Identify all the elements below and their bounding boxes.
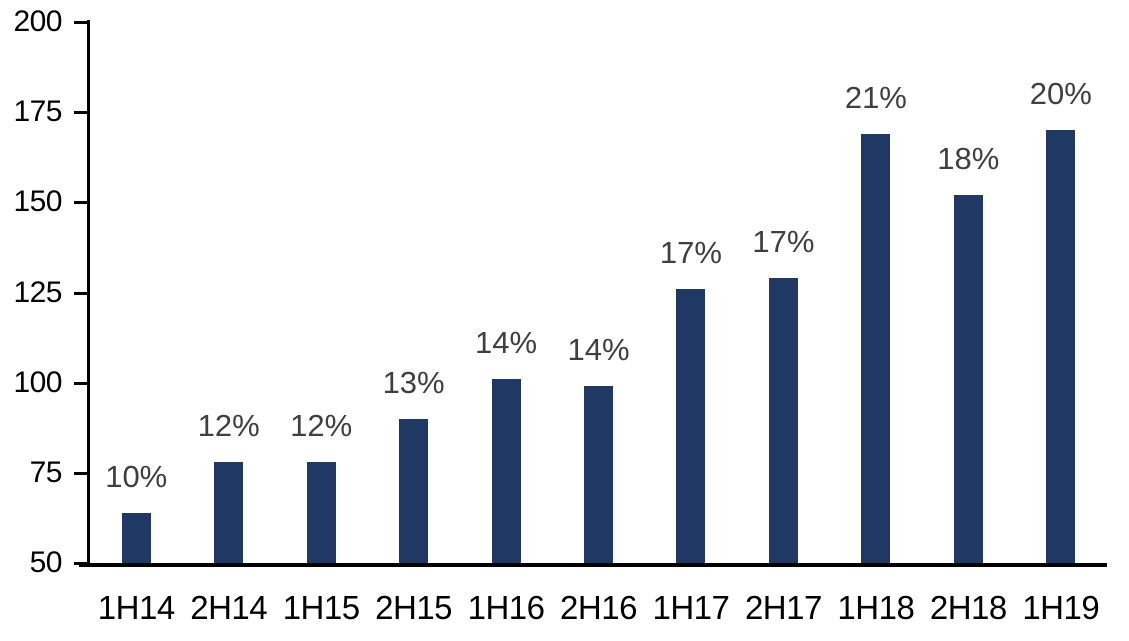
bar-data-label-1H16: 14% <box>475 325 538 361</box>
x-label-2H15: 2H15 <box>375 589 453 626</box>
y-tick-label-50: 50 <box>29 546 63 579</box>
x-label-1H18: 1H18 <box>837 589 915 626</box>
bar-2H14 <box>214 462 244 563</box>
x-label-2H17: 2H17 <box>744 589 822 626</box>
x-label-2H18: 2H18 <box>929 589 1007 626</box>
bar-data-label-2H17: 17% <box>752 224 815 260</box>
bar-1H18 <box>861 133 891 563</box>
bar-data-label-1H17: 17% <box>659 234 722 270</box>
bar-1H19 <box>1046 130 1076 563</box>
bar-cell-1H14: 10% <box>90 22 182 563</box>
x-axis-labels: 1H14 2H14 1H15 2H15 1H16 2H16 1H17 2H17 1H18 2H18… <box>90 590 1107 626</box>
bar-cell-1H15: 12% <box>275 22 367 563</box>
bar-1H17 <box>676 288 706 563</box>
bar-data-label-1H18: 21% <box>844 79 907 115</box>
y-tick-label-150: 150 <box>13 185 62 219</box>
bar-cell-2H14: 12% <box>182 22 274 563</box>
bar-2H17 <box>768 278 798 563</box>
bar-2H16 <box>583 386 613 563</box>
bar-cell-1H17: 17% <box>645 22 737 563</box>
y-tick-label-75: 75 <box>29 455 63 489</box>
y-tick-mark-200 <box>74 21 87 24</box>
x-label-2H14: 2H14 <box>190 589 268 626</box>
x-label-2H16: 2H16 <box>560 589 637 626</box>
y-tick-label-100: 100 <box>13 365 62 399</box>
bar-cell-1H18: 21% <box>830 22 922 563</box>
bar-data-label-2H16: 14% <box>567 332 630 368</box>
x-label-1H16: 1H16 <box>467 589 545 626</box>
x-label-1H15: 1H15 <box>282 589 360 626</box>
x-label-1H14: 1H14 <box>97 589 175 626</box>
bar-data-label-2H15: 13% <box>382 364 445 400</box>
y-tick-mark-150 <box>74 201 87 205</box>
bar-data-label-1H15: 12% <box>290 408 353 444</box>
bar-cell-2H17: 17% <box>737 22 829 563</box>
bar-1H15 <box>306 462 336 563</box>
bar-data-label-2H14: 12% <box>197 408 260 444</box>
y-tick-label-200: 200 <box>13 5 62 38</box>
bar-2H15 <box>399 418 429 563</box>
plot-area: 10% 12% 12% 13% 14% 14% 17% 17% 21% 18% 20% <box>90 22 1107 563</box>
bar-cell-2H15: 13% <box>367 22 459 563</box>
y-tick-label-175: 175 <box>13 95 62 129</box>
x-label-1H17: 1H17 <box>652 589 730 626</box>
bar-cell-1H16: 14% <box>460 22 552 563</box>
y-tick-mark-75 <box>74 471 87 475</box>
bar-cell-2H18: 18% <box>922 22 1014 563</box>
y-tick-label-125: 125 <box>13 275 62 309</box>
bar-data-label-1H14: 10% <box>105 458 168 494</box>
x-axis-line <box>79 563 1107 567</box>
y-tick-mark-175 <box>74 111 87 115</box>
bar-data-label-1H19: 20% <box>1029 76 1092 112</box>
bar-2H18 <box>953 195 983 563</box>
y-tick-mark-100 <box>74 381 87 385</box>
x-label-1H19: 1H19 <box>1022 589 1100 626</box>
y-tick-mark-125 <box>74 291 87 295</box>
y-axis-line <box>87 20 90 565</box>
bar-cell-1H19: 20% <box>1015 22 1107 563</box>
bar-data-label-2H18: 18% <box>937 141 1000 177</box>
bar-1H16 <box>491 379 521 563</box>
bar-cell-2H16: 14% <box>552 22 644 563</box>
bar-1H14 <box>121 512 151 563</box>
